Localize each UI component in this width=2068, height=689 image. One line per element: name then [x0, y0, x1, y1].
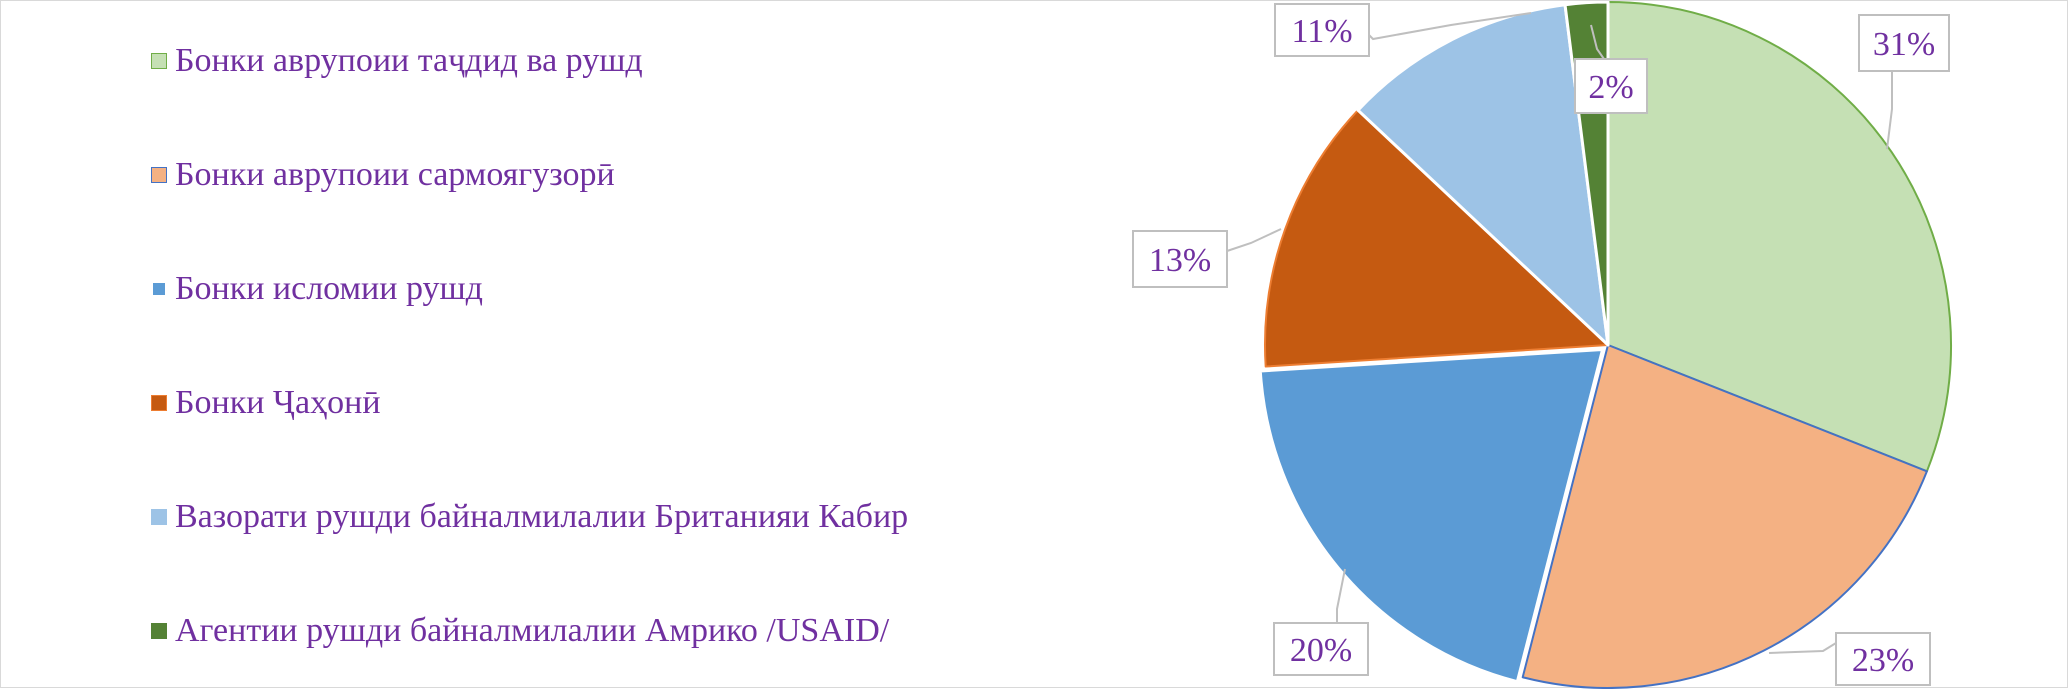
pie-slices [1258, 1, 1952, 689]
legend-swatch-dfid [151, 509, 167, 525]
data-label-3: 20% [1290, 632, 1352, 669]
legend-swatch-world-bank [151, 395, 167, 411]
data-label-2: 23% [1852, 642, 1914, 679]
data-label-box-4 [1132, 230, 1228, 288]
legend-label-dfid: Вазорати рушди байналмилалии Британияи К… [175, 498, 909, 535]
leader-line-3 [1336, 568, 1346, 623]
leader-line-4 [1226, 228, 1282, 252]
pie-slice-3 [1258, 347, 1605, 684]
data-label-1: 31% [1873, 26, 1935, 63]
data-label-box-3 [1273, 622, 1369, 676]
pie-slice-4 [1264, 109, 1609, 368]
legend-label-isdb: Бонки исломии рушд [175, 270, 483, 307]
pie-slice-2 [1521, 344, 1928, 689]
legend-swatch-ebrd [151, 53, 167, 69]
pie-data-labels: 31% 23% 20% 13% 11% 2% [1132, 3, 1950, 686]
data-label-4: 13% [1149, 242, 1211, 279]
legend-swatch-usaid [151, 623, 167, 639]
data-label-5: 11% [1291, 13, 1352, 50]
legend-label-world-bank: Бонки Ҷаҳонӣ [175, 384, 381, 421]
legend-label-eib: Бонки аврупоии сармоягузорӣ [175, 156, 615, 193]
data-label-box-2 [1835, 632, 1931, 686]
legend-item-ebrd: Бонки аврупоии таҷдид ва рушд [151, 31, 643, 91]
leader-line-2 [1768, 642, 1837, 654]
pie-slice-1 [1607, 1, 1952, 473]
legend-item-world-bank: Бонки Ҷаҳонӣ [151, 373, 381, 433]
legend-swatch-eib [151, 167, 167, 183]
data-label-box-6 [1574, 58, 1648, 114]
legend-item-usaid: Агентии рушди байналмилалии Амрико /USAI… [151, 601, 889, 661]
leader-line-1 [1886, 71, 1893, 150]
legend-swatch-isdb [153, 283, 165, 295]
pie-slice-5 [1356, 3, 1610, 347]
legend-label-usaid: Агентии рушди байналмилалии Амрико /USAI… [175, 612, 890, 649]
legend-item-dfid: Вазорати рушди байналмилалии Британияи К… [151, 487, 908, 547]
data-label-6: 2% [1588, 69, 1633, 106]
leader-line-5 [1368, 12, 1532, 41]
data-label-box-1 [1858, 14, 1950, 72]
legend-label-ebrd: Бонки аврупоии таҷдид ва рушд [175, 42, 643, 79]
legend-item-isdb: Бонки исломии рушд [151, 259, 483, 319]
leader-line-6 [1590, 24, 1605, 60]
data-label-box-5 [1274, 3, 1370, 57]
legend-item-eib: Бонки аврупоии сармоягузорӣ [151, 145, 615, 205]
